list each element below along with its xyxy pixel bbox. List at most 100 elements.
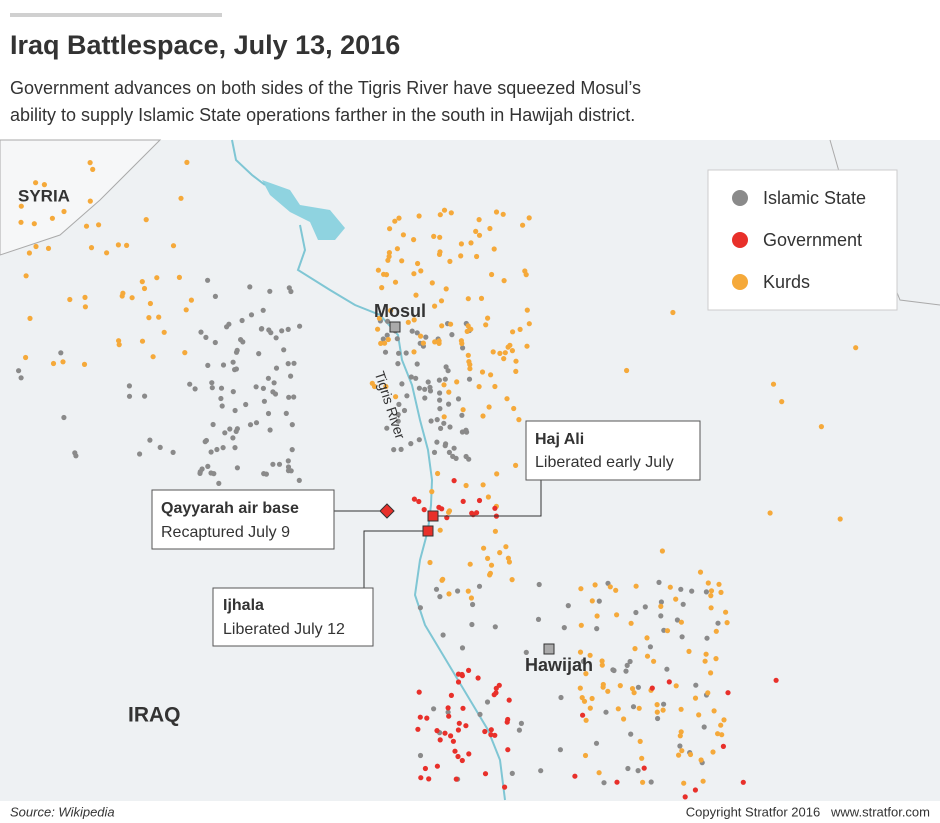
dot (524, 343, 530, 349)
dot (625, 765, 631, 772)
dot (50, 360, 57, 367)
dot (628, 731, 634, 737)
dot (445, 709, 451, 715)
dot (455, 396, 462, 402)
dot (429, 489, 435, 495)
dot (583, 717, 589, 723)
dot (492, 505, 498, 511)
legend-items: Islamic State Government Kurds (732, 188, 866, 292)
dot (422, 765, 428, 772)
dot (126, 383, 132, 389)
dot (383, 383, 389, 390)
dot (740, 779, 746, 785)
dot (676, 752, 682, 758)
dot (446, 389, 452, 395)
dot (689, 588, 695, 594)
dot (256, 351, 262, 357)
dot (199, 466, 205, 472)
dot (480, 482, 486, 488)
dot (415, 260, 421, 267)
dot (422, 395, 428, 401)
dot (285, 326, 291, 332)
dot (67, 296, 73, 303)
dot (660, 707, 666, 713)
dot (441, 382, 447, 388)
dot (680, 601, 686, 607)
dot (492, 383, 498, 390)
dot (581, 698, 588, 704)
dot (636, 705, 642, 711)
dot (770, 381, 777, 387)
dot (214, 446, 220, 453)
dot (460, 498, 466, 504)
dot (272, 391, 279, 397)
dot (484, 699, 491, 705)
dot (375, 267, 381, 273)
dot (147, 300, 153, 307)
city-label: Hawijah (525, 655, 593, 675)
dot (400, 232, 406, 238)
dot (18, 219, 24, 225)
dot (234, 465, 240, 471)
dot (446, 591, 452, 597)
dot (485, 494, 491, 500)
dot (466, 751, 472, 757)
dot (436, 377, 442, 383)
dot (460, 407, 466, 413)
dot (23, 273, 29, 279)
dot (455, 679, 462, 685)
dot (286, 394, 292, 400)
dot (438, 425, 444, 431)
dot (60, 359, 66, 365)
dot (437, 397, 443, 403)
dot (491, 246, 497, 252)
dot (260, 307, 266, 313)
dot (458, 241, 464, 247)
dot (375, 326, 381, 332)
dot (708, 670, 714, 676)
dot (18, 375, 24, 381)
dot (700, 778, 706, 784)
dot (395, 361, 401, 367)
dot (607, 584, 613, 590)
dot (170, 243, 177, 249)
dot (230, 389, 236, 395)
dot (523, 272, 529, 278)
dot (437, 390, 443, 396)
dot (623, 668, 629, 674)
dot (493, 690, 499, 696)
dot (116, 342, 122, 348)
dot (615, 706, 621, 712)
subtitle-line: ability to supply Islamic State operatio… (10, 105, 635, 125)
dot (516, 417, 522, 423)
dot (572, 773, 578, 779)
dot (465, 588, 471, 594)
dot (23, 354, 29, 361)
dot (629, 686, 636, 692)
dot (281, 347, 287, 353)
dot (679, 748, 685, 754)
dot (681, 780, 687, 786)
dot (192, 386, 198, 392)
dot (723, 609, 729, 615)
dot (384, 332, 390, 338)
dot (247, 284, 253, 290)
dot (399, 381, 405, 387)
dot (463, 482, 469, 489)
dot (96, 222, 102, 228)
dot (435, 470, 441, 477)
dot (16, 368, 22, 374)
dot (502, 784, 508, 790)
dot (411, 496, 417, 502)
dot (209, 380, 215, 386)
dot (687, 751, 694, 758)
dot (409, 328, 415, 334)
dot (446, 449, 452, 455)
dot (673, 683, 679, 689)
dot (183, 307, 189, 313)
dot (441, 420, 447, 426)
dot (285, 464, 292, 470)
dot (523, 649, 529, 656)
dot (391, 447, 397, 453)
dot (458, 338, 464, 344)
